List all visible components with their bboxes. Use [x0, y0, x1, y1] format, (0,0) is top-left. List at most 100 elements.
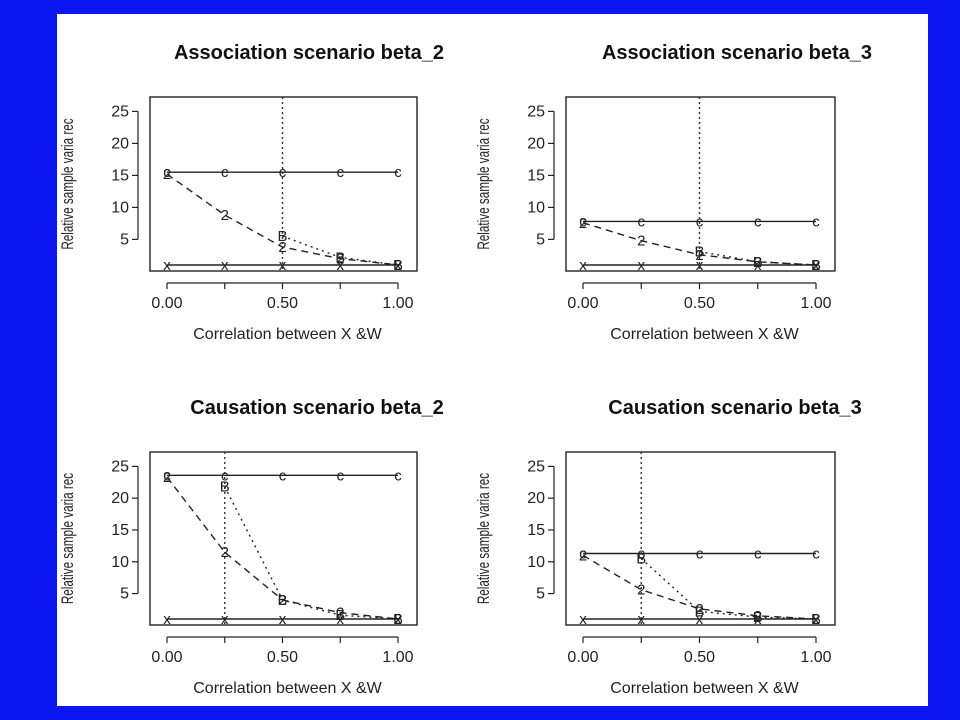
data-point-marker: 2 [637, 582, 645, 599]
x-tick-label: 1.00 [800, 295, 831, 312]
data-point-marker: x [279, 611, 287, 628]
plot-frame [565, 96, 836, 272]
data-point-marker: c [754, 545, 762, 562]
chart-title: Association scenario beta_2 [174, 42, 444, 64]
data-point-marker: x [696, 611, 704, 628]
data-point-marker: x [279, 257, 287, 274]
data-point-marker: B [694, 244, 704, 261]
data-point-marker: B [636, 551, 646, 568]
x-tick-label: 0.00 [151, 649, 182, 666]
data-point-marker: c [394, 164, 402, 181]
data-point-marker: B [753, 254, 763, 271]
data-point-marker: 2 [221, 207, 229, 224]
data-point-marker: x [579, 611, 587, 628]
data-point-marker: 2 [278, 239, 286, 256]
data-point-marker: x [337, 611, 345, 628]
data-point-marker: x [221, 611, 229, 628]
data-point-marker: c [221, 164, 229, 181]
x-tick-label: 0.50 [684, 649, 715, 666]
series-line-B [282, 235, 399, 266]
y-axis-label: Relative sample varia rec [58, 473, 76, 604]
y-tick-label: 20 [111, 490, 129, 507]
y-tick-label: 10 [111, 554, 129, 571]
y-tick-label: 25 [111, 103, 129, 120]
series-line-B [699, 250, 817, 266]
data-point-marker: c [279, 467, 287, 484]
y-tick-label: 10 [527, 199, 545, 216]
plot-frame [149, 451, 418, 626]
data-point-marker: c [221, 467, 229, 484]
data-point-marker: 2 [695, 601, 703, 618]
series-line-2 [166, 173, 399, 266]
data-point-marker: x [163, 257, 171, 274]
y-tick-label: 20 [527, 490, 545, 507]
x-tick-label: 1.00 [800, 649, 831, 666]
data-point-marker: x [638, 257, 646, 274]
data-point-marker: B [335, 249, 345, 266]
data-point-marker: c [579, 213, 587, 230]
data-point-marker: x [163, 611, 171, 628]
plot-frame [149, 96, 418, 272]
data-point-marker: x [394, 257, 402, 274]
data-point-marker: x [221, 257, 229, 274]
data-point-marker: x [754, 611, 762, 628]
slide-canvas: Association scenario beta_2 5 10 15 20 25 0.00… [57, 14, 928, 706]
data-point-marker: c [163, 467, 171, 484]
data-point-marker: B [335, 607, 345, 624]
x-axis-label: Correlation between X &W [193, 326, 382, 343]
data-point-marker: c [394, 467, 402, 484]
chart-title: Causation scenario beta_2 [190, 397, 443, 419]
data-point-marker: 2 [579, 547, 587, 564]
x-axis-label: Correlation between X &W [610, 326, 799, 343]
data-point-marker: c [163, 164, 171, 181]
x-tick-label: 0.50 [267, 649, 298, 666]
y-tick-label: 5 [536, 231, 545, 248]
y-tick-label: 5 [120, 231, 129, 248]
y-axis-label: Relative sample varia rec [474, 473, 492, 604]
data-point-marker: 2 [336, 251, 344, 268]
x-tick-label: 1.00 [382, 295, 413, 312]
data-point-marker: 2 [695, 247, 703, 264]
data-point-marker: x [812, 257, 820, 274]
y-tick-label: 5 [536, 586, 545, 603]
data-point-marker: 2 [221, 544, 229, 561]
x-tick-label: 1.00 [382, 649, 413, 666]
y-tick-label: 20 [527, 135, 545, 152]
y-tick-label: 25 [111, 458, 129, 475]
y-axis-label: Relative sample varia rec [58, 118, 76, 249]
data-point-marker: B [753, 609, 763, 626]
y-tick-label: 15 [111, 167, 129, 184]
data-point-marker: c [579, 545, 587, 562]
data-point-marker: c [696, 213, 704, 230]
data-point-marker: c [638, 213, 646, 230]
data-point-marker: c [638, 545, 646, 562]
data-point-marker: 2 [754, 254, 762, 271]
x-tick-label: 0.00 [567, 295, 598, 312]
x-tick-label: 0.00 [151, 295, 182, 312]
data-point-marker: B [220, 479, 230, 496]
data-point-marker: c [279, 164, 287, 181]
chart-panel-3: Causation scenario beta_2 5 10 15 20 25 0.00 0.… [58, 397, 444, 697]
data-point-marker: B [277, 228, 287, 245]
plot-frame [565, 451, 836, 626]
chart-title: Causation scenario beta_3 [608, 397, 861, 419]
y-tick-label: 25 [527, 103, 545, 120]
data-point-marker: x [754, 257, 762, 274]
series-line-B [640, 558, 817, 620]
x-tick-label: 0.50 [267, 295, 298, 312]
data-point-marker: 2 [163, 469, 171, 486]
data-point-marker: x [812, 611, 820, 628]
data-point-marker: 2 [336, 605, 344, 622]
data-point-marker: x [579, 257, 587, 274]
chart-panel-4: Causation scenario beta_3 5 10 15 20 25 0.00 0.… [474, 397, 862, 697]
x-axis-label: Correlation between X &W [610, 680, 799, 697]
data-point-marker: B [694, 603, 704, 620]
chart-panel-2: Association scenario beta_3 5 10 15 20 25 0.00… [474, 42, 872, 343]
x-tick-label: 0.50 [684, 295, 715, 312]
y-tick-label: 15 [527, 522, 545, 539]
figure-panels: Association scenario beta_25101520250.00… [58, 42, 872, 697]
data-point-marker: c [812, 213, 820, 230]
y-tick-label: 10 [527, 554, 545, 571]
series-line-2 [582, 554, 817, 620]
data-point-marker: c [696, 545, 704, 562]
